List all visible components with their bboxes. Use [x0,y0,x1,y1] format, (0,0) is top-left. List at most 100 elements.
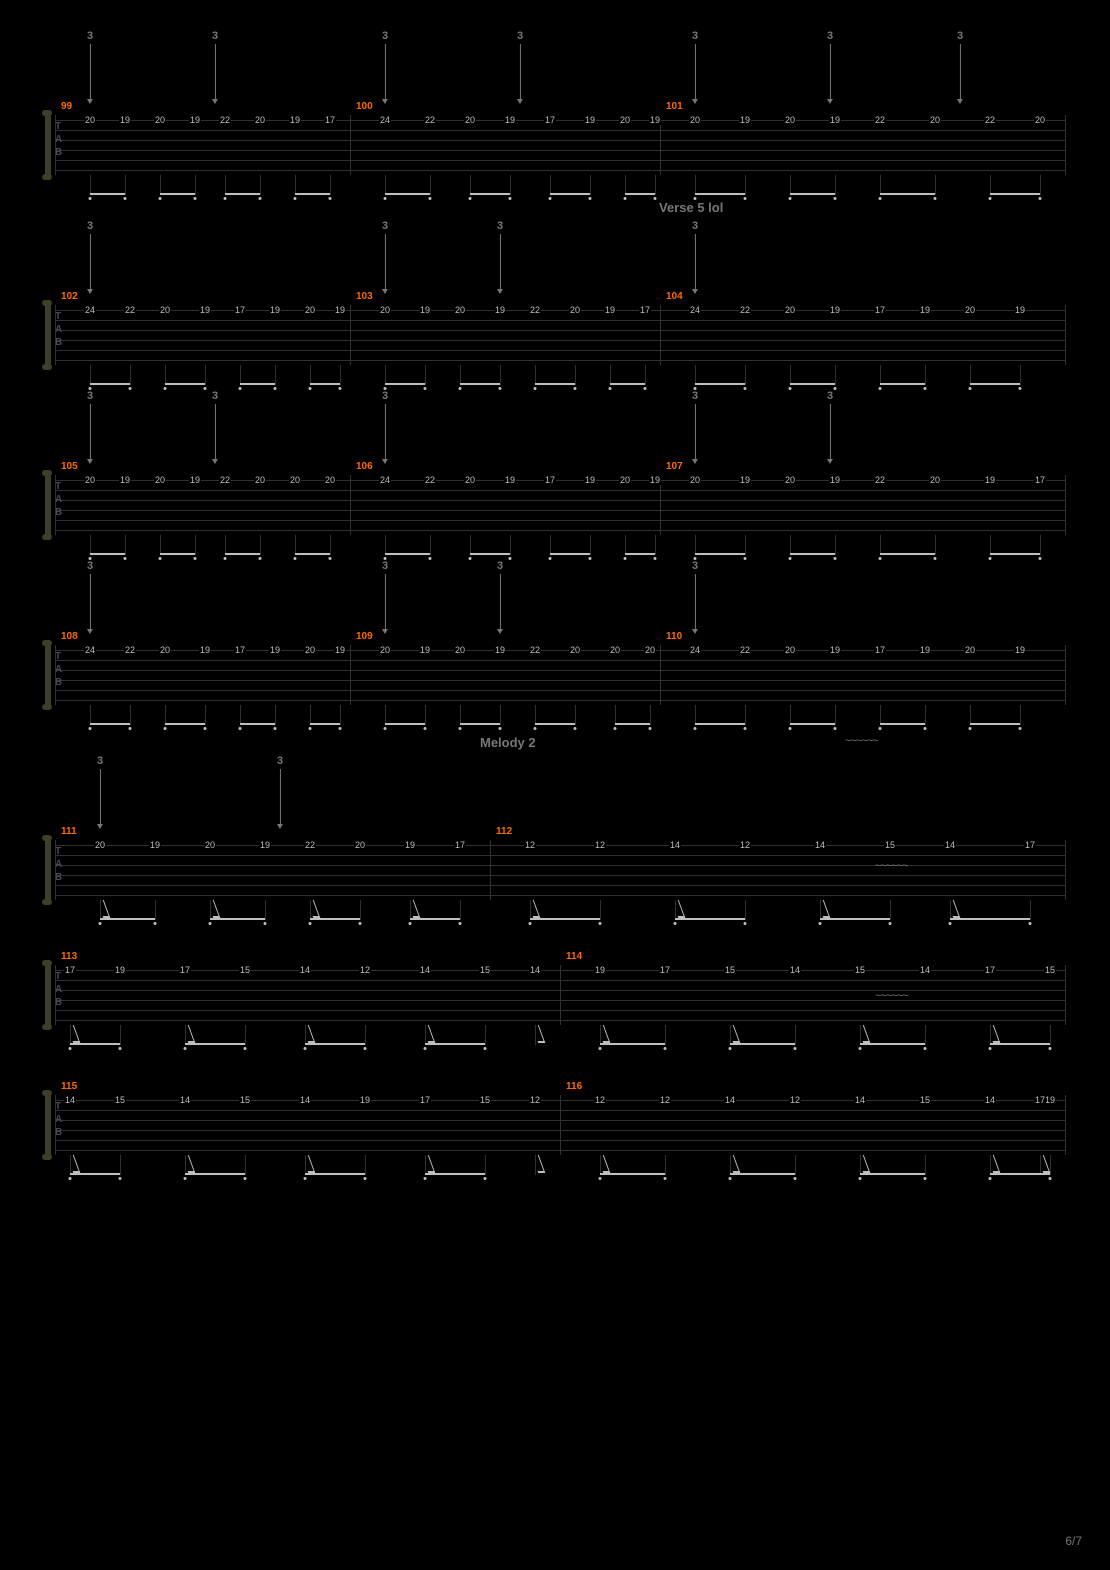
triplet-marker: 3 [827,390,833,459]
fret-number: 14 [669,840,681,850]
triplet-marker: 3 [212,30,218,99]
triplet-marker: 3 [87,560,93,629]
triplet-marker: 3 [692,390,698,459]
fret-number: 14 [419,965,431,975]
fret-number: 19 [919,645,931,655]
fret-number: 22 [219,115,231,125]
triplet-marker: 3 [692,560,698,629]
fret-number: 15 [479,1095,491,1105]
system: ~~~~~~TAB1151415141514191715121161212141… [45,1095,1065,1155]
fret-number: 12 [359,965,371,975]
staff: TAB9933201920192220191710033242220191719… [45,115,1065,175]
fret-number: 19 [419,645,431,655]
stem-area [55,365,1065,390]
fret-number: 15 [919,1095,931,1105]
staff-bracket [45,115,51,175]
fret-number: 20 [379,645,391,655]
fret-number: 20 [304,645,316,655]
fret-number: 20 [254,475,266,485]
triplet-marker: 3 [497,220,503,289]
fret-number: 19 [504,475,516,485]
fret-number: 20 [254,115,266,125]
fret-number: 19 [149,840,161,850]
fret-number: 14 [789,965,801,975]
fret-number: 19 [259,840,271,850]
fret-number: 14 [984,1095,996,1105]
fret-number: 20 [784,645,796,655]
fret-number: 22 [219,475,231,485]
triplet-marker: 3 [497,560,503,629]
stem-area [55,900,1065,925]
fret-number: 22 [424,115,436,125]
fret-number: 14 [944,840,956,850]
page-number: 6/7 [1065,1534,1082,1548]
fret-number: 14 [299,1095,311,1105]
triplet-marker: 3 [827,30,833,99]
tab-clef: TAB [55,846,63,884]
stem-area [55,535,1065,560]
fret-number: 20 [84,115,96,125]
fret-number: 19 [189,475,201,485]
fret-number: 17 [179,965,191,975]
fret-number: 20 [289,475,301,485]
triplet-marker: 3 [87,30,93,99]
fret-number: 12 [659,1095,671,1105]
measure-number: 103 [356,291,373,302]
fret-number: 20 [324,475,336,485]
fret-number: 15 [239,1095,251,1105]
staff-bracket [45,475,51,535]
stem-area [55,1025,1065,1050]
fret-number: 15 [1044,965,1056,975]
fret-number: 19 [594,965,606,975]
fret-number: 19 [419,305,431,315]
triplet-marker: 3 [692,220,698,289]
measure-number: 104 [666,291,683,302]
tab-clef: TAB [55,651,63,689]
fret-number: 15 [114,1095,126,1105]
fret-number: 20 [354,840,366,850]
fret-number: 15 [854,965,866,975]
staff-bracket [45,1095,51,1155]
triplet-marker: 3 [382,220,388,289]
fret-number: 19 [359,1095,371,1105]
fret-number: 19 [739,475,751,485]
staff: TAB1113320192019222019171121212141214151… [45,840,1065,900]
measure-number: 106 [356,461,373,472]
triplet-marker: 3 [382,560,388,629]
fret-number: 19 [739,115,751,125]
fret-number: 20 [964,645,976,655]
fret-number: 17 [419,1095,431,1105]
measure-number: 108 [61,631,78,642]
fret-number: 24 [689,305,701,315]
fret-number: 19 [494,305,506,315]
fret-number: 22 [424,475,436,485]
measure-number: 113 [61,951,77,962]
fret-number: 17 [544,475,556,485]
staff: TAB1053320192019222020201063242220191719… [45,475,1065,535]
fret-number: 19 [1014,645,1026,655]
fret-number: 17 [234,645,246,655]
system: TAB1083242220191719201910933201920192220… [45,645,1065,705]
fret-number: 20 [464,475,476,485]
fret-number: 14 [529,965,541,975]
fret-number: 12 [594,840,606,850]
tab-clef: TAB [55,971,63,1009]
fret-number: 20 [569,305,581,315]
system: ~~~~~~TAB1131719171514121415141141917151… [45,965,1065,1025]
triplet-marker: 3 [382,390,388,459]
fret-number: 19 [119,115,131,125]
fret-number: 14 [299,965,311,975]
measure-number: 99 [61,101,72,112]
vibrato-mark: ~~~~~~ [845,735,878,747]
measure-number: 116 [566,1081,582,1092]
vibrato-mark: ~~~~~~ [875,990,908,1002]
fret-number: 15 [239,965,251,975]
fret-number: 19 [269,305,281,315]
tab-clef: TAB [55,311,63,349]
fret-number: 20 [154,115,166,125]
fret-number: 20 [644,645,656,655]
system: Melody 2~~~~~~TAB11133201920192220191711… [45,840,1065,900]
fret-number: 19 [189,115,201,125]
fret-number: 22 [529,645,541,655]
fret-number: 19 [829,475,841,485]
